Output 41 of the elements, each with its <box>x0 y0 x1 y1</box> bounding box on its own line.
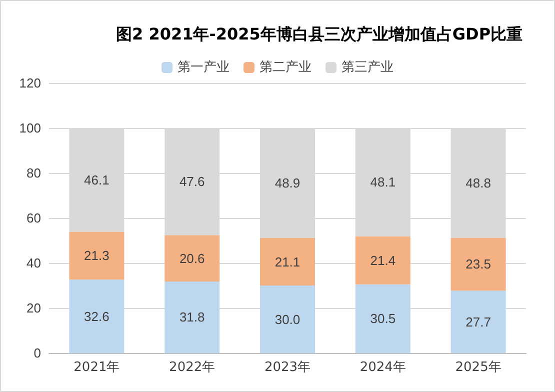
y-tick-label: 80 <box>26 166 41 180</box>
y-tick-label: 20 <box>26 300 41 316</box>
y-tick-label: 100 <box>19 120 41 136</box>
bar <box>164 281 220 353</box>
data-label: 48.9 <box>274 176 300 191</box>
legend-label: 第三产业 <box>342 60 394 75</box>
data-label: 27.7 <box>466 314 491 330</box>
bar <box>355 236 410 284</box>
x-tick-label: 2025年 <box>455 360 502 375</box>
bar <box>69 232 124 280</box>
data-label: 30.0 <box>274 312 300 327</box>
data-label: 46.1 <box>84 172 110 188</box>
bar <box>260 286 315 353</box>
bar <box>260 238 315 286</box>
data-label: 20.6 <box>179 250 205 266</box>
chart-title: 图2 2021年-2025年博白县三次产业增加值占GDP比重 <box>116 24 523 44</box>
x-tick-label: 2024年 <box>360 360 406 375</box>
x-tick-label: 2023年 <box>264 360 311 375</box>
bar <box>355 284 410 353</box>
data-label: 30.5 <box>370 311 396 326</box>
data-label: 21.3 <box>84 248 110 264</box>
data-label: 47.6 <box>179 174 205 190</box>
x-tick-label: 2022年 <box>169 360 216 375</box>
y-tick-label: 0 <box>34 346 41 360</box>
bar <box>450 238 506 291</box>
legend-label: 第二产业 <box>260 60 312 75</box>
bar <box>450 290 506 353</box>
y-tick-label: 120 <box>19 76 41 90</box>
y-tick-label: 40 <box>26 256 41 270</box>
data-label: 21.1 <box>274 254 300 270</box>
data-label: 21.4 <box>370 252 396 268</box>
data-label: 32.6 <box>84 308 110 324</box>
bar <box>69 280 124 353</box>
bar <box>164 235 220 282</box>
legend-label: 第一产业 <box>178 60 230 75</box>
x-tick-label: 2021年 <box>74 360 120 375</box>
data-label: 48.8 <box>466 175 491 190</box>
y-tick-label: 60 <box>26 210 41 226</box>
data-label: 48.1 <box>370 174 396 190</box>
data-label: 31.8 <box>179 310 205 325</box>
data-label: 23.5 <box>466 256 491 272</box>
